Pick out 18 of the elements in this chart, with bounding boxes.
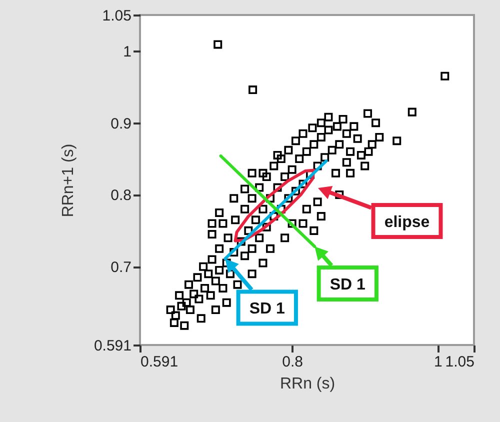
y-tick-label: 1	[123, 43, 132, 60]
x-tick-label: 0.8	[282, 354, 304, 370]
label-box: SD 1	[236, 290, 298, 326]
y-tick-label: 0.591	[94, 338, 132, 354]
y-tick-label: 0.7	[110, 259, 132, 276]
y-tick-label: 1.05	[102, 8, 132, 24]
x-tick-label: 1.05	[445, 354, 474, 370]
annotation: elipse	[384, 214, 430, 231]
y-tick-label: 0.8	[110, 187, 132, 204]
y-axis-title: RRn+1 (s)	[60, 144, 77, 218]
x-axis-title: RRn (s)	[280, 376, 336, 392]
y-tick-label: 0.9	[110, 115, 132, 132]
label-box: SD 1	[316, 266, 378, 302]
x-tick-label: 1	[434, 354, 442, 370]
x-tick-label: 0.591	[140, 354, 178, 370]
label-box: elipse	[371, 203, 443, 239]
annotation: SD 1	[249, 300, 286, 318]
annotation: SD 1	[330, 276, 366, 294]
